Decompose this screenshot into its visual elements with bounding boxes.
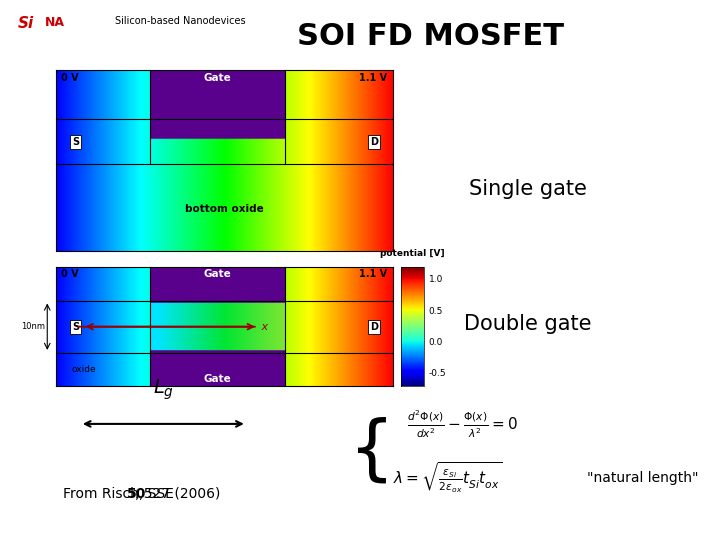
Text: potential [V]: potential [V]	[380, 248, 445, 258]
Text: {: {	[348, 416, 395, 485]
Text: bottom oxide: bottom oxide	[185, 205, 264, 214]
Text: 50: 50	[127, 487, 146, 501]
Text: x: x	[258, 322, 268, 332]
Text: -0.5: -0.5	[429, 369, 446, 378]
Text: Gate: Gate	[204, 374, 231, 384]
Text: Gate: Gate	[204, 73, 231, 83]
Text: oxide: oxide	[72, 365, 96, 374]
Text: S: S	[72, 322, 79, 332]
Text: D: D	[370, 322, 378, 332]
Text: Si: Si	[17, 16, 34, 31]
Text: 0.5: 0.5	[429, 307, 444, 315]
Text: 0 V: 0 V	[61, 73, 78, 83]
Text: 0 V: 0 V	[61, 269, 78, 280]
Text: $\frac{d^2\Phi(x)}{dx^2} - \frac{\Phi(x)}{\lambda^2} = 0$: $\frac{d^2\Phi(x)}{dx^2} - \frac{\Phi(x)…	[407, 408, 517, 440]
Text: Double gate: Double gate	[464, 314, 592, 334]
Text: "natural length": "natural length"	[588, 471, 699, 485]
Text: Single gate: Single gate	[469, 179, 587, 199]
Text: 1.1 V: 1.1 V	[359, 73, 387, 83]
Text: 10nm: 10nm	[21, 322, 45, 331]
Text: S: S	[72, 137, 79, 147]
Text: $L_g$: $L_g$	[153, 378, 174, 402]
Text: From Risch, SSE: From Risch, SSE	[63, 487, 178, 501]
Text: Silicon-based Nanodevices: Silicon-based Nanodevices	[114, 16, 246, 26]
Text: 0.0: 0.0	[429, 338, 444, 347]
Text: 1.1 V: 1.1 V	[359, 269, 387, 280]
Text: $\lambda = \sqrt{\frac{\varepsilon_{Si}}{2\varepsilon_{ox}} t_{Si}^{} t_{ox}^{}}: $\lambda = \sqrt{\frac{\varepsilon_{Si}}…	[392, 461, 502, 495]
Text: Gate: Gate	[204, 269, 231, 280]
Text: SOI FD MOSFET: SOI FD MOSFET	[297, 22, 564, 51]
Text: NA: NA	[45, 16, 66, 29]
Text: 1.0: 1.0	[429, 275, 444, 284]
Text: D: D	[370, 137, 378, 147]
Text: , 527 (2006): , 527 (2006)	[135, 487, 220, 501]
